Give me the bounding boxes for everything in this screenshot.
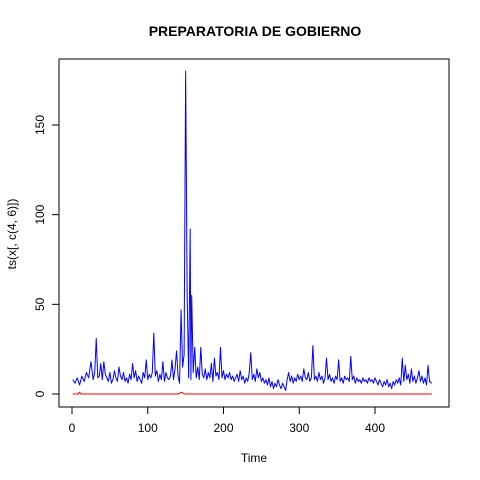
- y-tick-label: 50: [33, 297, 47, 311]
- x-tick-label: 0: [69, 421, 76, 435]
- chart-title: PREPARATORIA DE GOBIERNO: [149, 23, 362, 39]
- series-line-1: [72, 70, 433, 391]
- x-axis-label: Time: [241, 451, 268, 465]
- y-tick-label: 0: [33, 390, 47, 397]
- y-tick-label: 150: [33, 115, 47, 135]
- x-tick-label: 300: [289, 421, 309, 435]
- y-tick-label: 100: [33, 204, 47, 224]
- x-axis: 0 100 200 300 400: [69, 406, 385, 435]
- series-line-2: [72, 391, 432, 395]
- x-tick-label: 100: [138, 421, 158, 435]
- x-tick-label: 200: [213, 421, 233, 435]
- series-layer: [72, 70, 433, 395]
- y-axis-label: ts(x[, c(4, 6)]): [5, 199, 19, 270]
- y-axis: 0 50 100 150: [33, 115, 60, 397]
- x-tick-label: 400: [365, 421, 385, 435]
